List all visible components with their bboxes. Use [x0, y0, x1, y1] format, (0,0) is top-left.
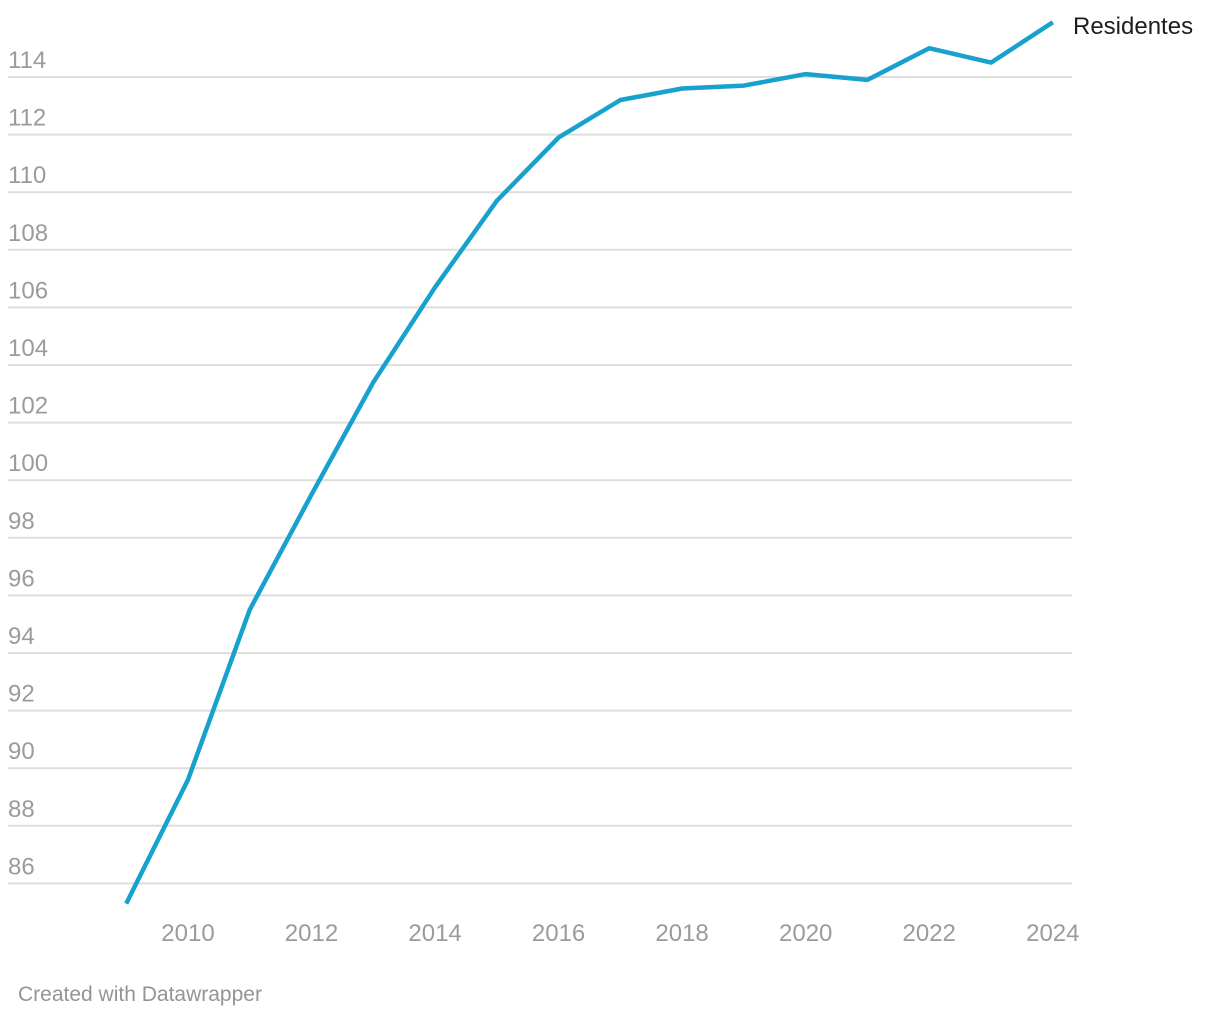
x-tick-label: 2020 — [779, 920, 832, 947]
x-tick-label: 2016 — [532, 920, 585, 947]
x-tick-label: 2014 — [408, 920, 461, 947]
y-tick-label: 98 — [8, 508, 35, 535]
y-tick-label: 106 — [8, 277, 48, 304]
x-tick-label: 2022 — [903, 920, 956, 947]
y-tick-label: 96 — [8, 565, 35, 592]
x-tick-label: 2024 — [1026, 920, 1079, 947]
residentes-data-line[interactable] — [124, 20, 1055, 905]
x-tick-label: 2012 — [285, 920, 338, 947]
y-tick-label: 114 — [8, 47, 46, 74]
y-tick-label: 94 — [8, 623, 35, 650]
series-label-residentes: Residentes — [1073, 13, 1194, 40]
y-tick-label: 104 — [8, 335, 48, 362]
x-tick-label: 2010 — [161, 920, 214, 947]
y-tick-label: 88 — [8, 796, 35, 823]
y-tick-label: 102 — [8, 393, 48, 420]
y-tick-label: 100 — [8, 450, 48, 477]
x-tick-label: 2018 — [655, 920, 708, 947]
y-tick-label: 112 — [8, 105, 46, 132]
line-chart: 86 88 90 92 94 96 98 100 102 104 106 108 110 112 114 20… — [8, 20, 1079, 947]
y-tick-label: 110 — [8, 162, 46, 189]
y-tick-label: 86 — [8, 853, 35, 880]
y-tick-label: 92 — [8, 681, 35, 708]
y-tick-label: 90 — [8, 738, 35, 765]
datawrapper-attribution-link[interactable]: Created with Datawrapper — [18, 983, 262, 1006]
y-tick-label: 108 — [8, 220, 48, 247]
